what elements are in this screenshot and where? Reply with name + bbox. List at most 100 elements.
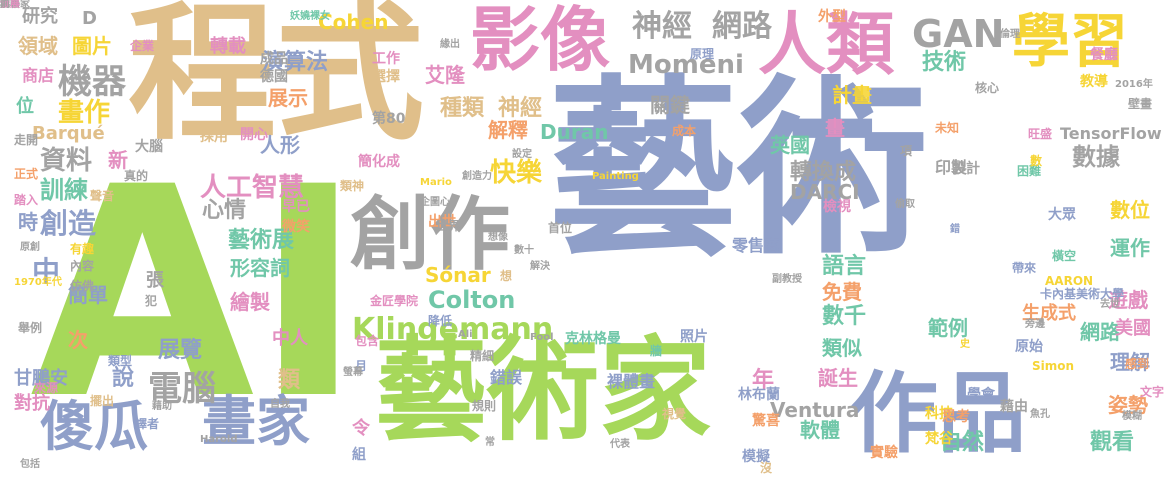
word: 困難 (1017, 164, 1042, 178)
word: 展覽 (158, 338, 203, 363)
word: 前 (0, 0, 10, 10)
word: 壁畫 (1128, 97, 1153, 111)
word: 餐廳 (1090, 47, 1118, 63)
word: 英國 (770, 133, 810, 157)
word: Momeni (628, 50, 744, 80)
word: 感到 (1125, 357, 1150, 371)
word: 電腦 (148, 369, 216, 409)
word: 代表 (610, 439, 630, 450)
word: 領域 (18, 34, 58, 58)
word: 組 (352, 447, 366, 463)
word: 卡內基美術大學 (1040, 287, 1125, 301)
word: 內容 (70, 259, 95, 273)
word: 錯 (950, 224, 960, 235)
word: 畫家 (202, 390, 310, 453)
word: 成品 (260, 51, 288, 67)
word: 緣出 (440, 39, 460, 50)
word: 轉載 (210, 36, 246, 57)
word: 風格 (0, 0, 20, 10)
word: 印製 (935, 158, 968, 177)
word: 妖嬈裸女 (290, 11, 330, 22)
word: 影像 (470, 0, 610, 81)
word: 企圖心 (420, 197, 450, 208)
word: 早已 (282, 199, 310, 215)
word: 中人 (272, 328, 308, 349)
word: 藝術展 (228, 228, 295, 253)
word: Barqué (32, 123, 105, 144)
word: 2016年 (1115, 79, 1153, 90)
word: 創作 (350, 188, 510, 281)
word: 艾隆 (425, 63, 465, 87)
word: 來源 (34, 381, 59, 395)
word: GAN (912, 12, 1005, 56)
word: 姿勢 (1108, 393, 1148, 417)
word: 帶來 (1012, 261, 1037, 275)
word: 原創 (20, 242, 40, 253)
word: Duran (540, 120, 609, 144)
word: 視覺 (662, 407, 687, 421)
word: 網路 (1080, 320, 1120, 344)
word: 年 (752, 368, 775, 393)
word: 甘鵬安 (14, 368, 68, 389)
word: 數 (1030, 154, 1043, 168)
word: 創造力 (462, 171, 492, 182)
word: 理解 (1110, 350, 1150, 374)
word: 形容詞 (230, 256, 290, 280)
word: 心情 (202, 198, 247, 223)
word: 說 (112, 366, 135, 391)
word: 旺盛 (1028, 127, 1053, 141)
word: 對抗 (14, 393, 50, 414)
word: 原始 (1015, 339, 1043, 355)
word: 畫作 (58, 98, 111, 128)
word: 聲音 (90, 189, 115, 203)
word: TensorFlow (1060, 124, 1162, 143)
word: 科學家 (0, 0, 30, 10)
word: 走開 (14, 133, 39, 147)
word: 副教授 (772, 274, 802, 285)
word: Klingemann (352, 312, 554, 347)
word: 數千 (822, 304, 867, 329)
word: 快樂 (490, 158, 543, 188)
word: 位 (16, 96, 34, 117)
word: 中 (32, 255, 61, 288)
word: 軟體 (800, 418, 840, 442)
word: 橫空 (1052, 249, 1077, 263)
word: 檢視 (823, 199, 851, 215)
word: 張 (146, 270, 164, 291)
word: 零售商 (732, 236, 781, 255)
word: 自然 (940, 430, 985, 455)
word: Fool (530, 332, 554, 343)
word: 想像 (488, 232, 508, 243)
word: 資料 (40, 146, 93, 176)
word: 範例 (928, 316, 968, 340)
word: 傻瓜 (40, 395, 148, 458)
word: 克林格曼 (565, 331, 621, 347)
word: 採用 (200, 129, 228, 145)
word: 設定 (512, 149, 532, 160)
word: Mario (420, 177, 452, 188)
word: 解釋 (488, 118, 528, 142)
word: 類似 (822, 336, 862, 360)
word: Harold (200, 434, 238, 445)
word: 工作 (372, 51, 400, 67)
word: 美國 (1115, 318, 1151, 339)
word: Sónar (425, 263, 491, 287)
word: 照片 (680, 329, 708, 345)
word: Cohen (318, 10, 389, 34)
word: Painting (592, 171, 639, 182)
word: 倫理 (1000, 29, 1020, 40)
word: 網路 (712, 9, 772, 44)
word: Simon (1032, 359, 1075, 373)
word: 轉換成 (790, 160, 857, 185)
word: 思考 (942, 409, 970, 425)
word: 世界 (436, 219, 461, 233)
word: 大腦 (135, 139, 163, 155)
word: D (82, 8, 97, 29)
word: 未知 (935, 121, 960, 135)
word: 類型 (108, 354, 133, 368)
word: 機器 (58, 62, 126, 102)
word: 錯誤 (490, 368, 523, 387)
word: 神經 (632, 9, 692, 44)
word: 生成式 (1022, 303, 1076, 324)
